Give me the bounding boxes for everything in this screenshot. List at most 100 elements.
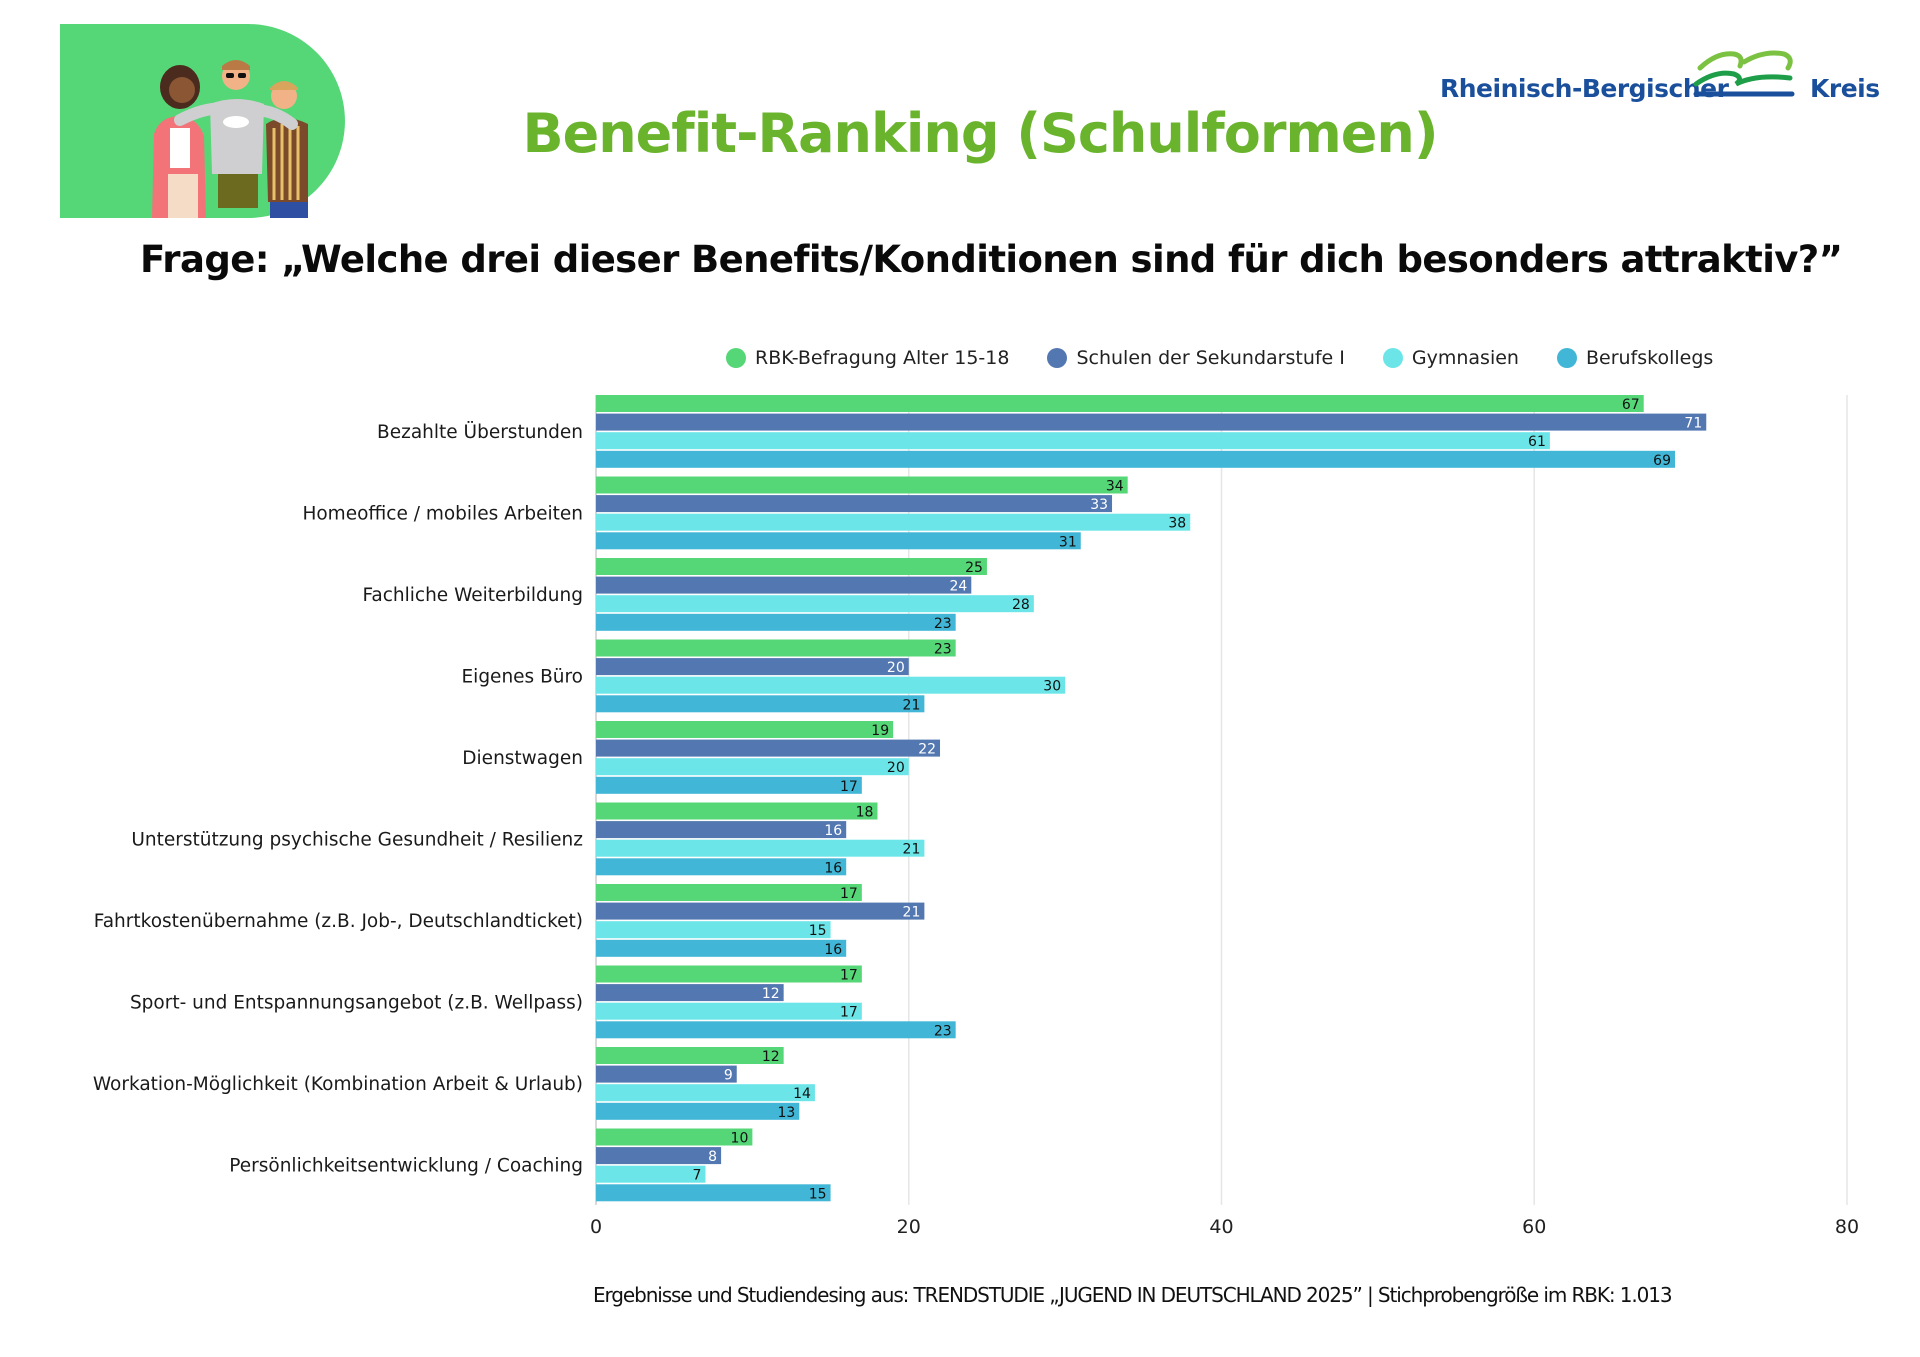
bar-value-label: 19 [871, 723, 889, 739]
bar-value-label: 61 [1528, 434, 1546, 450]
bar [596, 1184, 831, 1202]
bar-value-label: 20 [887, 760, 905, 776]
category-labels: Bezahlte Überstunden Homeoffice / mobiles… [93, 421, 583, 1176]
chart-legend: RBK-Befragung Alter 15-18 Schulen der Se… [726, 347, 1713, 369]
bar [596, 450, 1675, 468]
bar-value-label: 17 [840, 968, 858, 984]
bar-value-label: 34 [1106, 479, 1124, 495]
bar-value-label: 14 [793, 1086, 811, 1102]
bar [596, 1147, 722, 1165]
bar-value-label: 16 [824, 942, 842, 958]
bar-value-label: 12 [762, 986, 780, 1002]
bar [596, 432, 1550, 450]
x-tick-label: 60 [1522, 1216, 1546, 1238]
bar-value-label: 28 [1012, 597, 1030, 613]
legend-label: Berufskollegs [1585, 347, 1714, 369]
bar [596, 739, 941, 757]
bar-value-label: 13 [777, 1105, 795, 1121]
bar [596, 902, 925, 920]
bar-value-label: 30 [1043, 679, 1061, 695]
bar-value-label: 24 [949, 579, 967, 595]
bar-value-label: 22 [918, 742, 936, 758]
logo-mark-icon [1693, 50, 1795, 97]
bar-value-label: 25 [965, 560, 983, 576]
bar [596, 939, 847, 957]
bar [596, 721, 894, 738]
legend-item-sek1: Schulen der Sekundarstufe I [1047, 347, 1345, 369]
bar-value-label: 69 [1653, 453, 1671, 469]
category-label: Homeoffice / mobiles Arbeiten [302, 504, 583, 525]
bar [596, 495, 1113, 513]
bar [596, 884, 862, 901]
bar [596, 576, 972, 594]
x-tick-label: 20 [897, 1216, 921, 1238]
bar-value-label: 38 [1168, 516, 1186, 532]
bar [596, 513, 1191, 531]
legend-label: Gymnasien [1411, 347, 1519, 369]
bar-value-label: 20 [887, 660, 905, 676]
bar-value-label: 15 [809, 1186, 827, 1202]
bar-value-label: 23 [934, 616, 952, 632]
bar-value-label: 23 [934, 1023, 952, 1039]
category-label: Fachliche Weiterbildung [362, 585, 583, 606]
bar-marks: 6771616934333831252428232320302119222017… [596, 395, 1707, 1202]
bar [596, 821, 847, 839]
bar [596, 695, 925, 713]
bar-value-label: 17 [840, 779, 858, 795]
bar-value-label: 18 [856, 805, 874, 821]
bar [596, 921, 831, 939]
source-footnote: Ergebnisse und Studiendesing aus: TRENDS… [593, 1283, 1673, 1307]
logo-left-text: Rheinisch-Bergischer [1440, 74, 1729, 103]
legend-swatch-gymnasien [1382, 348, 1403, 368]
bar-value-label: 67 [1622, 397, 1640, 413]
bar-value-label: 71 [1684, 416, 1702, 432]
legend-label: RBK-Befragung Alter 15-18 [755, 347, 1010, 369]
bar [596, 984, 784, 1002]
bar-value-label: 7 [693, 1168, 702, 1184]
category-label: Unterstützung psychische Gesundheit / Re… [131, 830, 583, 851]
category-label: Sport- und Entspannungsangebot (z.B. Wel… [130, 993, 583, 1014]
bar [596, 965, 862, 983]
x-tick-label: 80 [1835, 1216, 1859, 1238]
bar-value-label: 17 [840, 886, 858, 902]
bar [596, 1128, 753, 1146]
rbk-logo: Rheinisch-Bergischer Kreis [1440, 48, 1880, 108]
bar [596, 1002, 862, 1020]
bar-value-label: 21 [903, 842, 921, 858]
bar [596, 858, 847, 876]
bar [596, 639, 956, 657]
bar-value-label: 8 [708, 1149, 717, 1165]
bar-value-label: 33 [1090, 497, 1108, 513]
bar [596, 395, 1644, 412]
legend-item-rbk: RBK-Befragung Alter 15-18 [726, 347, 1009, 369]
legend-item-gymnasien: Gymnasien [1382, 347, 1519, 369]
x-tick-labels: 0 20 40 60 80 [590, 1216, 1859, 1238]
legend-item-berufskollegs: Berufskollegs [1556, 347, 1714, 369]
people-illustration [60, 24, 345, 218]
bar-value-label: 15 [809, 923, 827, 939]
survey-question: Frage: „Welche drei dieser Benefits/Kond… [140, 238, 1843, 281]
bar-value-label: 31 [1059, 534, 1077, 550]
bar-value-label: 10 [731, 1131, 749, 1147]
bar-value-label: 9 [724, 1068, 733, 1084]
bar [596, 1102, 800, 1120]
bar [596, 1047, 784, 1064]
category-label: Bezahlte Überstunden [377, 421, 583, 443]
page-title: Benefit-Ranking (Schulformen) [522, 102, 1438, 165]
legend-swatch-berufskollegs [1556, 348, 1577, 368]
bar-value-label: 16 [824, 860, 842, 876]
bar [596, 776, 862, 794]
logo-right-text: Kreis [1810, 74, 1880, 103]
legend-swatch-rbk [726, 348, 746, 368]
x-tick-label: 0 [590, 1216, 602, 1238]
bar [596, 802, 878, 820]
legend-swatch-sek1 [1047, 348, 1068, 368]
category-label: Eigenes Büro [461, 667, 583, 688]
bar-value-label: 16 [824, 823, 842, 839]
bar [596, 658, 909, 676]
bar [596, 476, 1128, 494]
bar [596, 413, 1707, 431]
bar [596, 1165, 706, 1183]
bar-value-label: 23 [934, 642, 952, 658]
